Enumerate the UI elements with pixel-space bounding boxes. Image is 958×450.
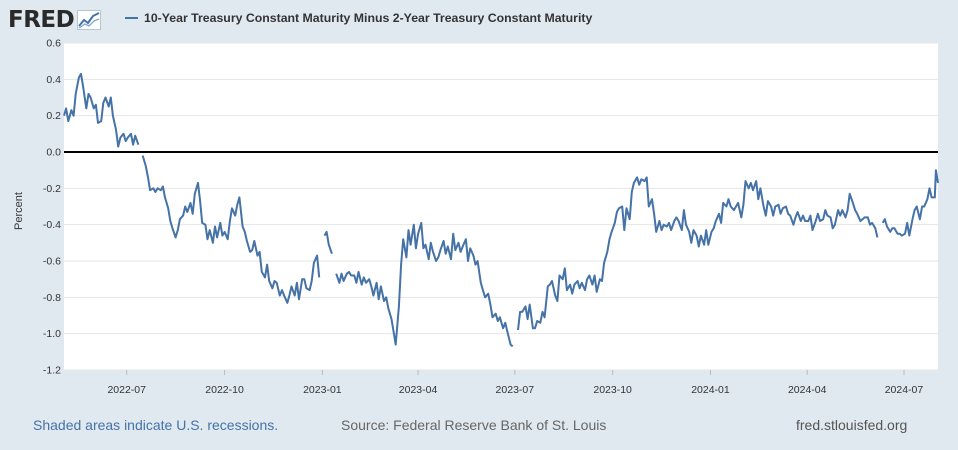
x-tick-label: 2023-07: [496, 384, 535, 396]
y-tick-label: -0.8: [43, 292, 61, 304]
legend-swatch: [125, 17, 138, 19]
x-tick-label: 2022-10: [205, 384, 244, 396]
y-axis-label: Percent: [13, 192, 25, 230]
site-url-link[interactable]: fred.stlouisfed.org: [796, 417, 908, 433]
legend-series-label: 10-Year Treasury Constant Maturity Minus…: [144, 11, 593, 25]
series-line[interactable]: [63, 72, 939, 348]
y-tick-label: -1.2: [43, 365, 61, 377]
source-text: Source: Federal Reserve Bank of St. Loui…: [341, 417, 607, 433]
chart-legend[interactable]: 10-Year Treasury Constant Maturity Minus…: [125, 11, 592, 25]
x-tick-label: 2024-07: [885, 384, 924, 396]
x-tick-label: 2023-10: [593, 384, 632, 396]
y-tick-label: -1.0: [43, 328, 61, 340]
y-tick-label: 0.4: [46, 74, 61, 86]
x-tick-label: 2023-01: [303, 384, 342, 396]
x-tick-label: 2024-01: [691, 384, 730, 396]
y-tick-label: 0.6: [46, 38, 61, 50]
series-group: [63, 72, 939, 348]
x-tick-label: 2024-04: [788, 384, 827, 396]
fred-logo-text: FRED: [8, 7, 75, 33]
y-tick-label: -0.6: [43, 256, 61, 268]
x-tick-label: 2023-04: [399, 384, 438, 396]
x-axis-ticks: 2022-07 2022-10 2023-01 2023-04 2023-07 2023-…: [107, 370, 923, 396]
y-tick-label: -0.2: [43, 183, 61, 195]
plot-area: [64, 43, 938, 370]
line-chart: 0.6 0.4 0.2 0.0 -0.2 -0.4 -0.6 -0.8 -1.0 -1.2 202…: [13, 38, 939, 396]
logo-graph-icon: [77, 10, 102, 30]
y-tick-label: 0.0: [46, 147, 61, 159]
x-tick-label: 2022-07: [107, 384, 146, 396]
recessions-note-link[interactable]: Shaded areas indicate U.S. recessions.: [33, 417, 279, 433]
y-tick-label: 0.2: [46, 110, 61, 122]
y-tick-label: -0.4: [43, 219, 61, 231]
y-axis-ticks: 0.6 0.4 0.2 0.0 -0.2 -0.4 -0.6 -0.8 -1.0 -1.2: [43, 38, 61, 377]
fred-logo[interactable]: FRED: [8, 6, 102, 34]
